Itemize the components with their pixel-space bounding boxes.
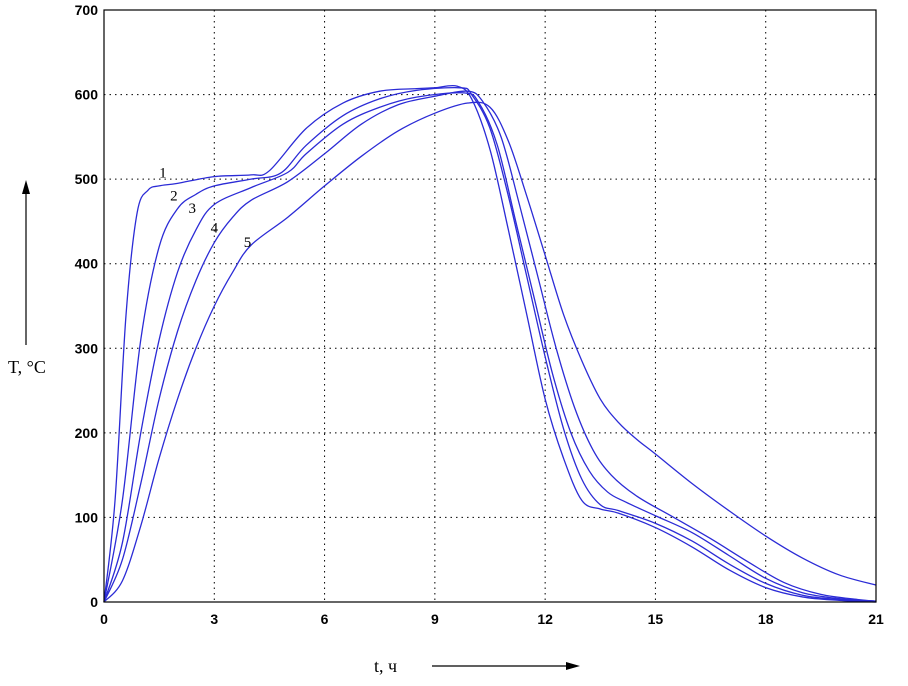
curve-label-1: 1 <box>159 165 167 181</box>
x-tick-label: 6 <box>321 611 329 627</box>
series-line-2 <box>103 86 877 603</box>
x-tick-label: 15 <box>648 611 664 627</box>
y-axis-label: T, °C <box>8 357 46 377</box>
series-line-3 <box>103 92 877 603</box>
y-tick-label: 300 <box>75 340 99 356</box>
y-axis-arrow-head-icon <box>22 180 30 194</box>
series-lines <box>103 84 877 603</box>
x-axis-arrow-head-icon <box>566 662 580 670</box>
series-line-1 <box>103 84 877 603</box>
y-tick-label: 100 <box>75 509 99 525</box>
series-line-5 <box>103 101 877 603</box>
curve-label-3: 3 <box>189 201 197 217</box>
y-tick-label: 700 <box>75 2 99 18</box>
curve-label-5: 5 <box>244 235 252 251</box>
x-tick-label: 18 <box>758 611 774 627</box>
grid <box>104 10 876 602</box>
y-tick-label: 0 <box>90 594 98 610</box>
x-tick-label: 21 <box>868 611 884 627</box>
x-tick-label: 3 <box>210 611 218 627</box>
series-line-4 <box>103 90 877 603</box>
x-tick-label: 12 <box>537 611 553 627</box>
y-tick-label: 400 <box>75 256 99 272</box>
y-tick-label: 200 <box>75 425 99 441</box>
y-tick-label: 600 <box>75 87 99 103</box>
curve-label-4: 4 <box>211 220 219 236</box>
x-axis-label: t, ч <box>374 656 397 676</box>
plot-frame <box>103 9 877 603</box>
x-tick-label: 0 <box>100 611 108 627</box>
y-tick-label: 500 <box>75 171 99 187</box>
curve-label-2: 2 <box>170 188 178 204</box>
x-tick-label: 9 <box>431 611 439 627</box>
